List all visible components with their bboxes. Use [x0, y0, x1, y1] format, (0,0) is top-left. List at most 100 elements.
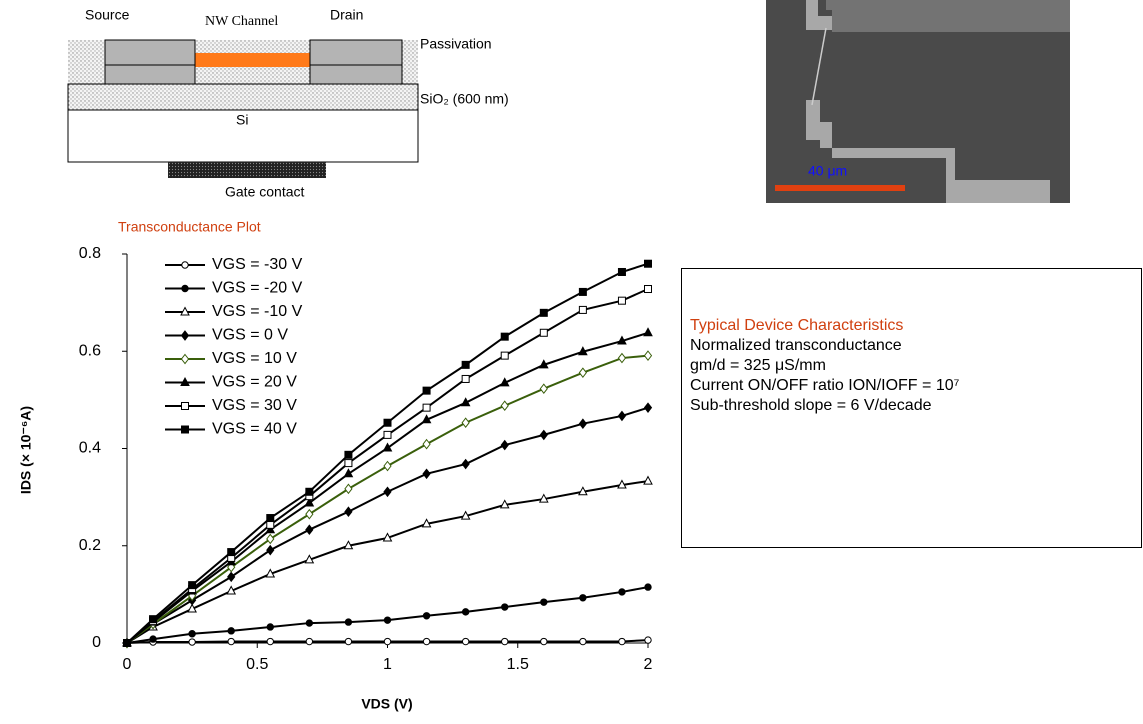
data-point: [540, 309, 547, 316]
data-point: [462, 375, 469, 382]
legend-label: VGS = -20 V: [212, 280, 303, 297]
x-tick-label: 0.5: [246, 656, 268, 673]
gate-label: Gate contact: [225, 184, 304, 200]
source-label: Source: [85, 7, 130, 23]
data-point: [645, 351, 652, 360]
data-point: [644, 477, 652, 485]
data-point: [541, 638, 547, 644]
drain-label: Drain: [330, 7, 363, 23]
data-point: [345, 638, 351, 644]
drain-electrode: [310, 40, 402, 84]
data-point: [150, 636, 156, 642]
data-point: [423, 613, 429, 619]
info-box: Typical Device Characteristics Normalize…: [682, 269, 1142, 548]
legend-label: VGS = 30 V: [212, 397, 297, 414]
y-tick-label: 0.6: [79, 342, 101, 359]
legend-label: VGS = -30 V: [212, 256, 303, 273]
series-line: [127, 587, 648, 643]
legend-marker: [182, 331, 189, 340]
y-tick-label: 0: [92, 634, 101, 651]
data-point: [267, 546, 274, 555]
data-point: [384, 444, 392, 452]
y-tick-label: 0.8: [79, 245, 101, 262]
chart-title: Transconductance Plot: [118, 219, 261, 235]
data-point: [540, 430, 547, 439]
data-point: [267, 534, 274, 543]
data-point: [501, 333, 508, 340]
scale-bar: [775, 185, 905, 191]
legend-label: VGS = 0 V: [212, 327, 288, 344]
data-point: [645, 260, 652, 267]
data-point: [345, 507, 352, 516]
data-point: [384, 419, 391, 426]
data-point: [228, 572, 235, 581]
data-point: [501, 441, 508, 450]
data-point: [306, 510, 313, 519]
data-point: [384, 487, 391, 496]
data-point: [267, 521, 274, 528]
data-point: [462, 361, 469, 368]
data-point: [423, 469, 430, 478]
data-point: [502, 638, 508, 644]
data-point: [618, 268, 625, 275]
legend-marker: [182, 355, 189, 364]
data-point: [502, 604, 508, 610]
legend-marker: [182, 403, 189, 410]
data-point: [423, 404, 430, 411]
data-point: [541, 599, 547, 605]
data-point: [345, 451, 352, 458]
data-point: [150, 616, 157, 623]
sem-image: 40 μm: [766, 0, 1070, 203]
legend-marker: [182, 426, 189, 433]
x-tick-label: 0: [123, 656, 132, 673]
info-title: Typical Device Characteristics: [690, 317, 903, 334]
legend-label: VGS = 10 V: [212, 350, 297, 367]
y-axis-label: IDS (× 10⁻⁶A): [18, 406, 34, 494]
x-tick-label: 1: [383, 656, 392, 673]
data-point: [267, 638, 273, 644]
y-tick-label: 0.4: [79, 440, 101, 457]
data-point: [501, 401, 508, 410]
page: Source NW Channel Drain Passivation SiO₂…: [0, 0, 1143, 724]
data-point: [619, 638, 625, 644]
data-point: [423, 638, 429, 644]
data-point: [462, 460, 469, 469]
data-point: [306, 620, 312, 626]
data-point: [423, 440, 430, 449]
info-line: Current ON/OFF ratio ION/IOFF = 10⁷: [690, 377, 960, 394]
data-point: [228, 628, 234, 634]
x-tick-label: 2: [644, 656, 653, 673]
data-point: [579, 306, 586, 313]
data-point: [645, 637, 651, 643]
data-point: [345, 484, 352, 493]
scale-label: 40 μm: [808, 163, 847, 179]
data-point: [384, 431, 391, 438]
legend-label: VGS = 40 V: [212, 421, 297, 438]
data-point: [384, 638, 390, 644]
data-point: [501, 352, 508, 359]
data-point: [540, 384, 547, 393]
data-point: [384, 617, 390, 623]
data-point: [124, 640, 131, 647]
data-point: [306, 488, 313, 495]
data-point: [384, 462, 391, 471]
data-point: [267, 515, 274, 522]
x-axis-label: VDS (V): [361, 696, 412, 712]
data-point: [618, 297, 625, 304]
oxide-label: SiO₂ (600 nm): [420, 91, 509, 107]
data-point: [645, 584, 651, 590]
data-point: [619, 589, 625, 595]
data-point: [579, 419, 586, 428]
gate-contact: [168, 162, 326, 178]
data-point: [645, 286, 652, 293]
data-point: [228, 549, 235, 556]
source-electrode: [105, 40, 195, 84]
data-point: [618, 354, 625, 363]
data-point: [462, 638, 468, 644]
substrate-label: Si: [236, 112, 248, 128]
oxide-layer: [68, 84, 418, 110]
data-point: [644, 328, 652, 336]
data-point: [423, 387, 430, 394]
passivation-label: Passivation: [420, 36, 492, 52]
